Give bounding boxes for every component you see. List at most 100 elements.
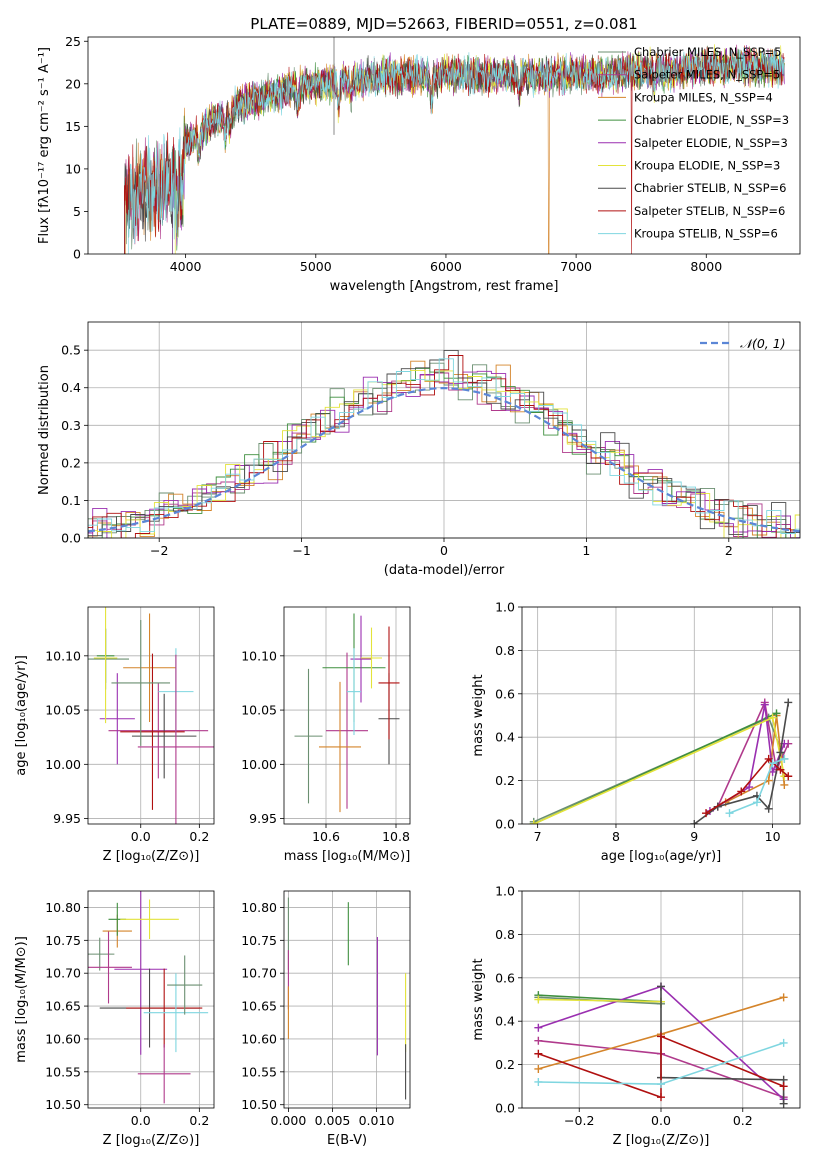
axes-frame xyxy=(87,606,215,825)
axes-frame xyxy=(87,321,801,539)
x-axis-label: age [log₁₀(age/yr)] xyxy=(601,849,722,864)
residual-histogram xyxy=(88,367,800,538)
x-axis-label: Z [log₁₀(Z/Z⊙)] xyxy=(613,1133,710,1148)
legend-entry: Chabrier STELIB, N_SSP=6 xyxy=(634,181,786,195)
x-tick-label: 7000 xyxy=(560,259,592,274)
y-tick-label: 0.2 xyxy=(495,1057,515,1072)
weight-marker xyxy=(657,982,665,991)
weight-marker xyxy=(779,1038,788,1047)
legend-entry: Kroupa STELIB, N_SSP=6 xyxy=(634,227,778,241)
y-tick-label: 10.05 xyxy=(241,703,277,718)
x-axis-label: (data-model)/error xyxy=(384,563,505,578)
x-tick-label: 7 xyxy=(534,829,542,844)
y-tick-label: 0 xyxy=(73,247,81,262)
x-axis-label: Z [log₁₀(Z/Z⊙)] xyxy=(103,1133,200,1148)
y-tick-label: 0.0 xyxy=(495,1101,515,1116)
weight-line xyxy=(717,699,790,807)
x-axis-label: Z [log₁₀(Z/Z⊙)] xyxy=(103,849,200,864)
y-tick-label: 10.50 xyxy=(45,1097,81,1112)
x-tick-label: 0.2 xyxy=(189,1113,209,1128)
weight-marker xyxy=(534,1077,543,1086)
residual-histogram xyxy=(88,349,800,537)
weight-marker xyxy=(768,713,777,722)
x-tick-label: 8 xyxy=(612,829,620,844)
y-tick-label: 0.0 xyxy=(495,817,515,832)
y-axis-label: mass weight xyxy=(471,958,486,1040)
x-tick-label: −0.2 xyxy=(564,1113,594,1128)
y-tick-label: 10.60 xyxy=(45,1031,81,1046)
x-tick-label: 9 xyxy=(690,829,698,844)
x-tick-label: 6000 xyxy=(430,259,462,274)
weight-line xyxy=(693,702,790,824)
y-tick-label: 10.00 xyxy=(241,757,277,772)
weight-marker xyxy=(737,787,746,796)
weight-marker xyxy=(779,993,788,1002)
y-tick-label: 10.10 xyxy=(241,648,277,663)
x-tick-label: 0.000 xyxy=(271,1113,307,1128)
x-tick-label: 0.2 xyxy=(189,829,209,844)
y-tick-label: 10.70 xyxy=(241,966,277,981)
x-tick-label: 0.0 xyxy=(651,1113,671,1128)
y-tick-label: 10.60 xyxy=(241,1031,277,1046)
weight-line xyxy=(533,716,786,824)
panel-age_vs_mass: 10.6 10.8 9.95 10.00 10.05 10.10 mass [log₁₀(M… xyxy=(241,606,411,864)
panel-residuals: −2 −1 0 1 2 0.0 0.1 0.2 0.3 0.4 0.5 (data-model)/er… xyxy=(37,321,801,578)
y-tick-label: 10.70 xyxy=(45,966,81,981)
y-axis-label: Normed distribution xyxy=(37,365,52,495)
weight-marker xyxy=(784,772,793,781)
weight-line xyxy=(729,758,785,814)
weight-marker xyxy=(534,1064,543,1073)
axes-frame xyxy=(283,606,411,825)
normal-curve xyxy=(88,386,800,533)
y-tick-label: 9.95 xyxy=(249,811,277,826)
x-tick-label: 0.0 xyxy=(131,829,151,844)
weight-marker xyxy=(534,1036,543,1045)
y-tick-label: 10.10 xyxy=(45,648,81,663)
y-tick-label: 1.0 xyxy=(495,600,515,615)
weight-marker xyxy=(752,798,761,807)
spectrum-line xyxy=(128,46,785,254)
x-tick-label: 0 xyxy=(440,543,448,558)
x-tick-label: 2 xyxy=(725,543,733,558)
y-tick-label: 5 xyxy=(73,204,81,219)
y-tick-label: 0.3 xyxy=(61,418,81,433)
x-tick-label: 0.005 xyxy=(315,1113,351,1128)
residual-histogram xyxy=(88,355,800,538)
x-tick-label: 10.8 xyxy=(382,829,410,844)
weight-marker xyxy=(657,1093,665,1102)
y-tick-label: 0.6 xyxy=(495,686,515,701)
x-axis-label: mass [log₁₀(M/M⊙)] xyxy=(284,849,411,864)
x-tick-label: 0.2 xyxy=(733,1113,753,1128)
x-tick-label: 0.010 xyxy=(359,1113,395,1128)
panel-spectrum: 4000 5000 6000 7000 8000 0 5 10 15 20 25 wavelength… xyxy=(37,34,801,294)
panel-mass_vs_EBV: 0.000 0.005 0.010 10.50 10.55 10.60 10.65 10.70… xyxy=(241,890,411,1148)
y-tick-label: 25 xyxy=(65,34,81,49)
axes-frame xyxy=(87,890,215,1109)
y-tick-label: 0.2 xyxy=(495,773,515,788)
y-tick-label: 0.5 xyxy=(61,343,81,358)
weight-marker xyxy=(779,1099,788,1108)
y-axis-label: age [log₁₀(age/yr)] xyxy=(14,655,29,776)
y-tick-label: 10.75 xyxy=(241,933,277,948)
y-tick-label: 20 xyxy=(65,76,81,91)
y-tick-label: 10.55 xyxy=(241,1064,277,1079)
plot-area xyxy=(124,37,785,254)
plot-area xyxy=(88,891,209,1104)
x-tick-label: 1 xyxy=(582,543,590,558)
axes-frame xyxy=(87,36,801,255)
x-tick-label: −2 xyxy=(150,543,168,558)
y-tick-label: 10.80 xyxy=(241,900,277,915)
y-tick-label: 0.0 xyxy=(61,531,81,546)
weight-marker xyxy=(657,1032,665,1041)
plot-area xyxy=(88,607,214,824)
y-tick-label: 0.6 xyxy=(495,970,515,985)
x-tick-label: 0.0 xyxy=(131,1113,151,1128)
legend-entry: Salpeter MILES, N_SSP=5 xyxy=(634,68,780,82)
residual-legend: 𝒩(0, 1) xyxy=(700,336,786,351)
legend-entry: Salpeter STELIB, N_SSP=6 xyxy=(634,204,785,218)
y-tick-label: 15 xyxy=(65,119,81,134)
weight-marker xyxy=(657,1080,665,1089)
x-tick-label: 8000 xyxy=(690,259,722,274)
weight-marker xyxy=(776,748,785,757)
plot-area xyxy=(88,349,800,538)
